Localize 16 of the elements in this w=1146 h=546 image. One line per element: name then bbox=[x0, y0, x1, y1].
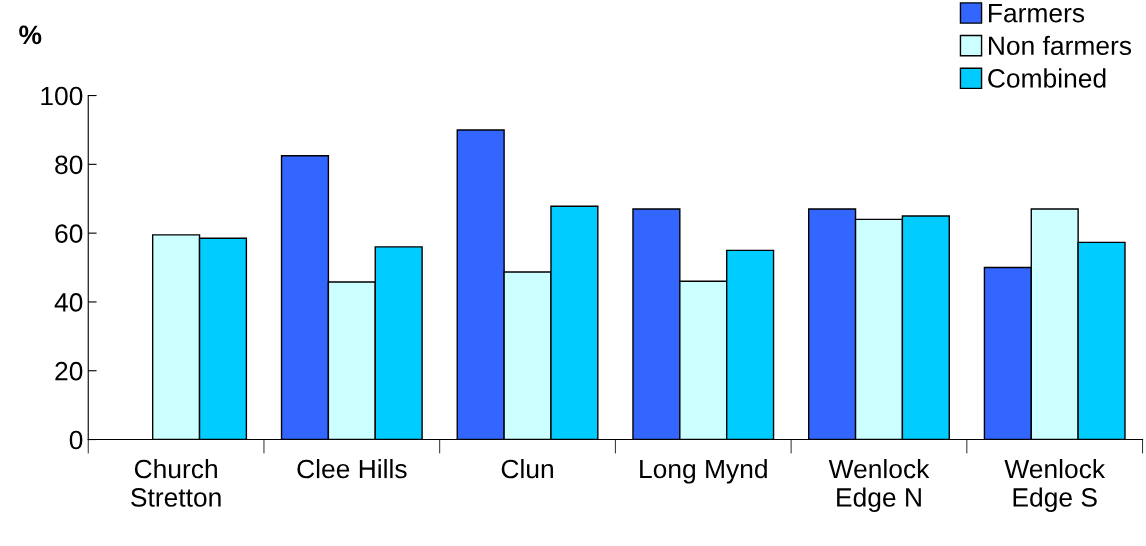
x-tick-label: Clun bbox=[501, 458, 553, 479]
y-tick-label: 60 bbox=[55, 224, 83, 243]
y-tick-label: 40 bbox=[54, 293, 83, 312]
y-axis-title: % bbox=[19, 25, 42, 45]
legend-label: Farmers bbox=[989, 4, 1085, 23]
legend-label: Non farmers bbox=[989, 35, 1132, 56]
y-tick-label: 100 bbox=[41, 86, 83, 106]
x-tick-label: Wenlock Edge N bbox=[828, 458, 930, 512]
y-tick-label: 80 bbox=[55, 155, 83, 175]
x-tick-label: Church Stretton bbox=[131, 458, 221, 507]
x-tick-label: Wenlock Edge S bbox=[1004, 458, 1106, 512]
x-tick-label: Long Mynd bbox=[640, 458, 767, 484]
y-tick-label: 0 bbox=[69, 430, 83, 450]
legend-label: Combined bbox=[988, 68, 1106, 88]
y-tick-label: 20 bbox=[55, 361, 83, 381]
x-tick-label: Clee Hills bbox=[297, 458, 407, 479]
